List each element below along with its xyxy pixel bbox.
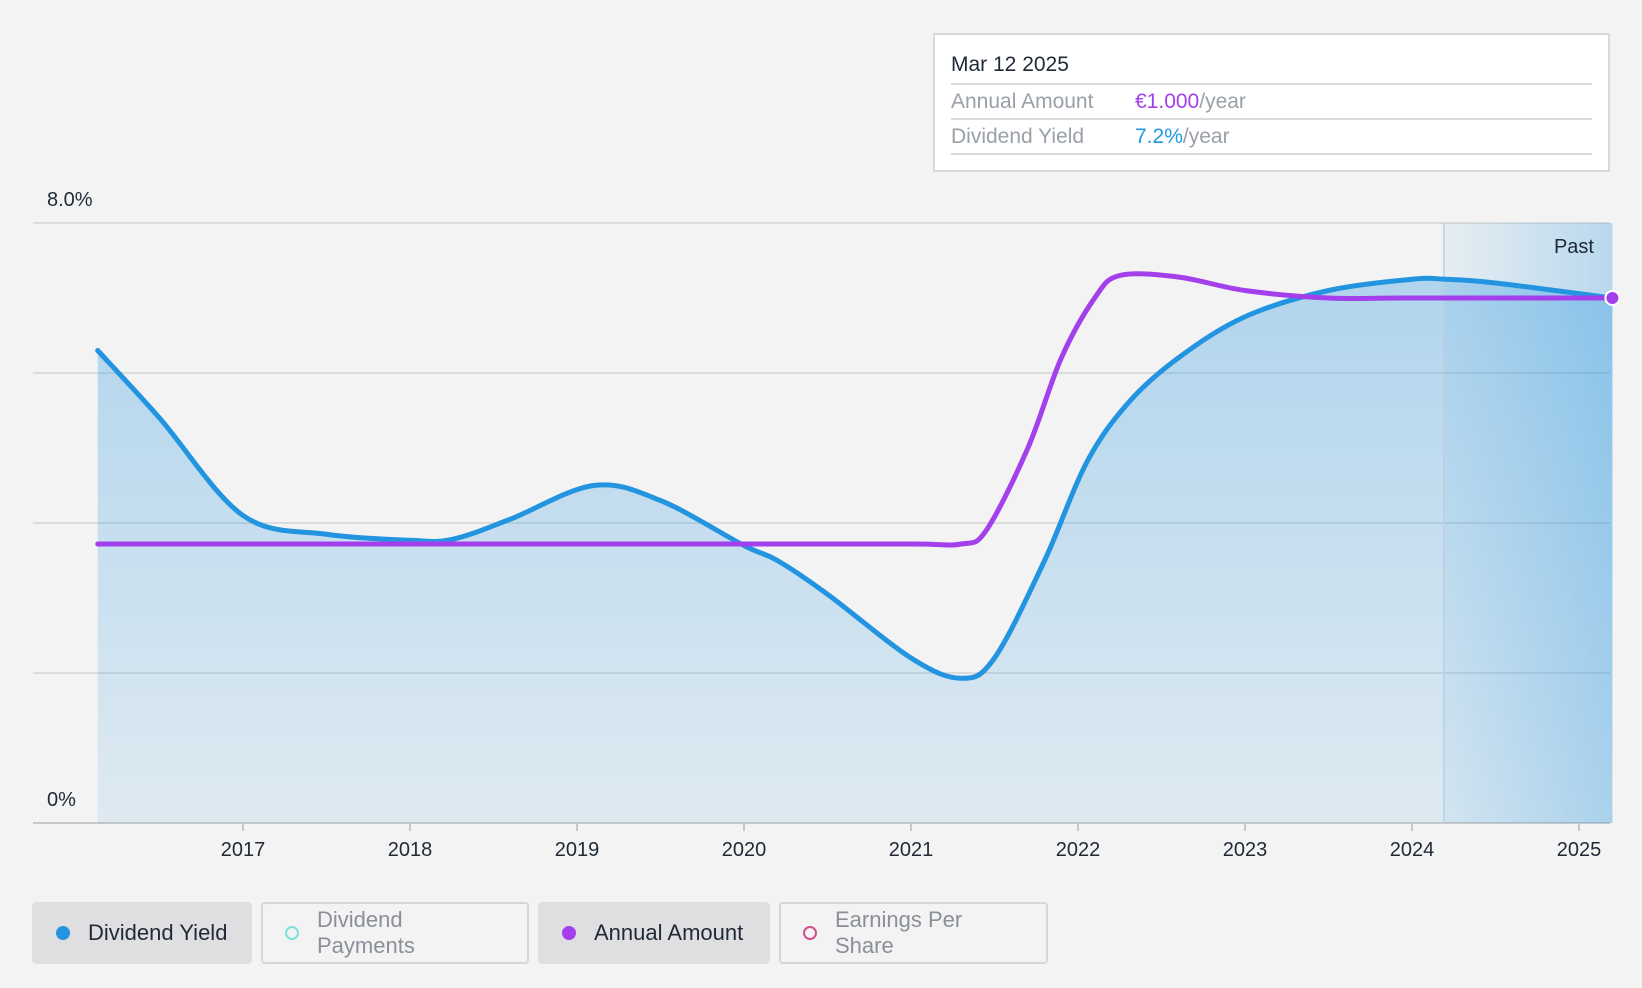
x-tick-label: 2024 bbox=[1390, 839, 1435, 861]
dividend-payments-dot-icon bbox=[285, 926, 299, 940]
tooltip-date: Mar 12 2025 bbox=[951, 49, 1592, 85]
tooltip-amount-value: €1.000 bbox=[1135, 90, 1200, 113]
chart-canvas: 8.0% 0% 2017 2018 2019 2020 2021 2022 2023 2024 20… bbox=[33, 189, 1621, 861]
tooltip-yield-value: 7.2% bbox=[1135, 125, 1183, 148]
dividend-yield-line bbox=[95, 275, 1615, 681]
x-tick-label: 2020 bbox=[722, 839, 767, 861]
area-layer bbox=[97, 278, 1613, 823]
past-region-label: Past bbox=[1554, 236, 1594, 258]
past-region-layer bbox=[1443, 223, 1613, 823]
tooltip-panel: Mar 12 2025 Annual Amount €1.000 /year D… bbox=[933, 33, 1610, 172]
legend: Dividend Yield Dividend Payments Annual … bbox=[32, 902, 1048, 964]
x-tick-label: 2022 bbox=[1056, 839, 1101, 861]
tooltip-row-amount: Annual Amount €1.000 /year bbox=[951, 85, 1592, 120]
annual-amount-line bbox=[95, 271, 1615, 548]
dividend-chart: 8.0% 0% 2017 2018 2019 2020 2021 2022 2023 2024 20… bbox=[33, 33, 1621, 861]
tooltip-amount-unit: /year bbox=[1199, 90, 1246, 113]
tooltip-amount-label: Annual Amount bbox=[951, 90, 1094, 113]
dividend-yield-area bbox=[97, 278, 1613, 823]
dividend-yield-dot-icon bbox=[56, 926, 70, 940]
annual-amount-dot-icon bbox=[562, 926, 576, 940]
x-tick-label: 2018 bbox=[388, 839, 433, 861]
legend-annual-amount-label: Annual Amount bbox=[594, 920, 744, 945]
tooltip-yield-unit: /year bbox=[1182, 125, 1230, 148]
earnings-per-share-dot-icon bbox=[803, 926, 817, 940]
y-tick-label: 0% bbox=[47, 789, 76, 811]
x-tick-label: 2019 bbox=[555, 839, 600, 861]
legend-dividend-yield-label: Dividend Yield bbox=[88, 920, 228, 945]
line-layer bbox=[95, 271, 1621, 681]
legend-earnings-per-share-button[interactable]: Earnings Per Share bbox=[779, 902, 1048, 964]
x-tick-label: 2021 bbox=[889, 839, 934, 861]
y-tick-label: 8.0% bbox=[47, 189, 93, 211]
legend-earnings-per-share-label: Earnings Per Share bbox=[835, 907, 963, 958]
tooltip-row-yield: Dividend Yield 7.2% /year bbox=[951, 120, 1592, 155]
x-tick-label: 2025 bbox=[1557, 839, 1602, 861]
x-tick-label: 2023 bbox=[1223, 839, 1268, 861]
label-layer: 8.0% 0% 2017 2018 2019 2020 2021 2022 2023 2024 20… bbox=[47, 189, 1601, 861]
legend-dividend-yield-button[interactable]: Dividend Yield bbox=[32, 902, 252, 964]
legend-dividend-payments-label: Dividend Payments bbox=[317, 907, 415, 958]
legend-annual-amount-button[interactable]: Annual Amount bbox=[538, 902, 770, 964]
past-region-shade bbox=[1444, 223, 1613, 823]
legend-dividend-payments-button[interactable]: Dividend Payments bbox=[261, 902, 529, 964]
annual-amount-end-marker bbox=[1604, 290, 1621, 306]
tick-layer bbox=[242, 823, 1580, 831]
x-tick-label: 2017 bbox=[221, 839, 266, 861]
tooltip-yield-label: Dividend Yield bbox=[951, 125, 1085, 148]
